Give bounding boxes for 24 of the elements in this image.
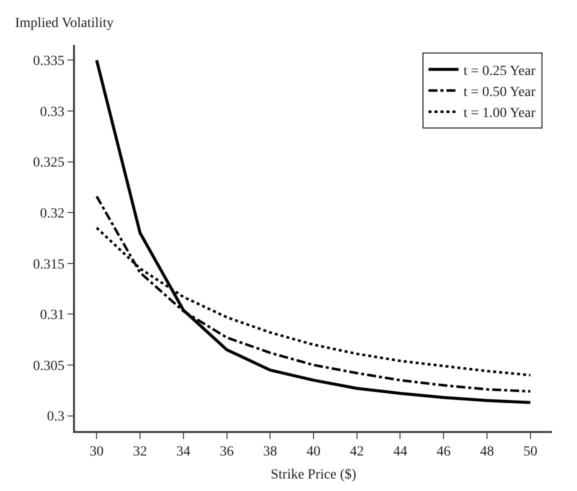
x-tick-label: 42 — [350, 444, 364, 460]
x-tick-label: 30 — [90, 444, 104, 460]
x-tick-label: 44 — [393, 444, 408, 460]
x-tick-label: 36 — [220, 444, 234, 460]
legend-label: t = 1.00 Year — [463, 106, 536, 122]
legend-label: t = 0.50 Year — [463, 84, 536, 100]
y-tick-label: 0.33 — [40, 104, 64, 120]
y-tick-label: 0.335 — [32, 54, 64, 70]
x-tick-label: 46 — [436, 444, 451, 460]
x-axis-title: Strike Price ($) — [270, 467, 357, 482]
x-tick-label: 50 — [523, 444, 538, 460]
y-tick-label: 0.315 — [32, 257, 64, 272]
x-tick-label: 40 — [306, 444, 320, 460]
y-tick-label: 0.3 — [46, 410, 64, 425]
x-tick-label: 48 — [480, 444, 494, 460]
y-tick-label: 0.31 — [40, 308, 64, 324]
x-tick-label: 38 — [263, 444, 278, 460]
y-axis-title: Implied Volatility — [15, 16, 114, 31]
x-tick-label: 34 — [176, 444, 190, 460]
y-tick-label: 0.305 — [32, 358, 64, 374]
y-tick-label: 0.325 — [32, 156, 64, 171]
y-tick-label: 0.32 — [40, 206, 64, 222]
x-tick-label: 32 — [133, 444, 148, 460]
legend-label: t = 0.25 Year — [463, 64, 536, 79]
